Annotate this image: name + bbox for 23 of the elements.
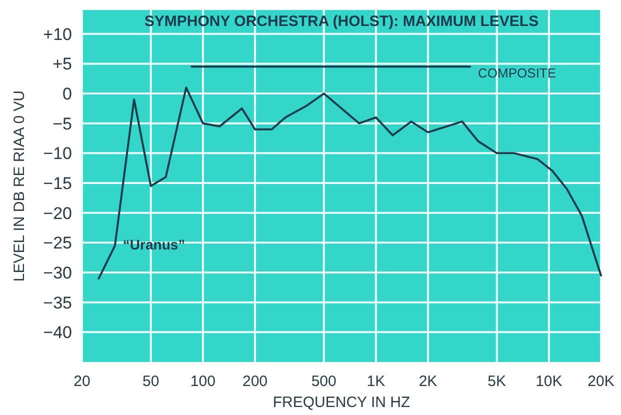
y-tick-label: −10 [43,144,72,164]
x-tick-label: 200 [242,373,268,390]
y-axis-title: LEVEL IN DB RE RIAA 0 VU [11,90,28,282]
y-tick-label: −35 [43,293,72,312]
y-tick-label: 0 [62,84,72,104]
y-tick-label: −40 [43,323,72,342]
x-tick-label: 2K [418,373,438,390]
x-tick-label: 5K [488,373,506,390]
x-tick-label: 20K [588,373,614,390]
x-tick-label: 500 [311,373,336,390]
x-axis-title: FREQUENCY IN HZ [272,394,410,411]
x-tick-label: 1K [366,373,386,390]
y-tick-label: −30 [43,264,72,283]
x-tick-label: 10K [536,373,562,390]
y-tick-label: −5 [52,114,72,134]
y-tick-label: −15 [43,174,72,194]
x-tick-label: 20 [74,373,90,390]
y-tick-label: +5 [52,54,72,74]
y-tick-label: +10 [43,24,72,44]
y-tick-label: −25 [43,234,72,253]
y-tick-label: −20 [43,204,72,223]
x-tick-label: 50 [142,373,160,390]
x-tick-label: 100 [190,373,216,390]
